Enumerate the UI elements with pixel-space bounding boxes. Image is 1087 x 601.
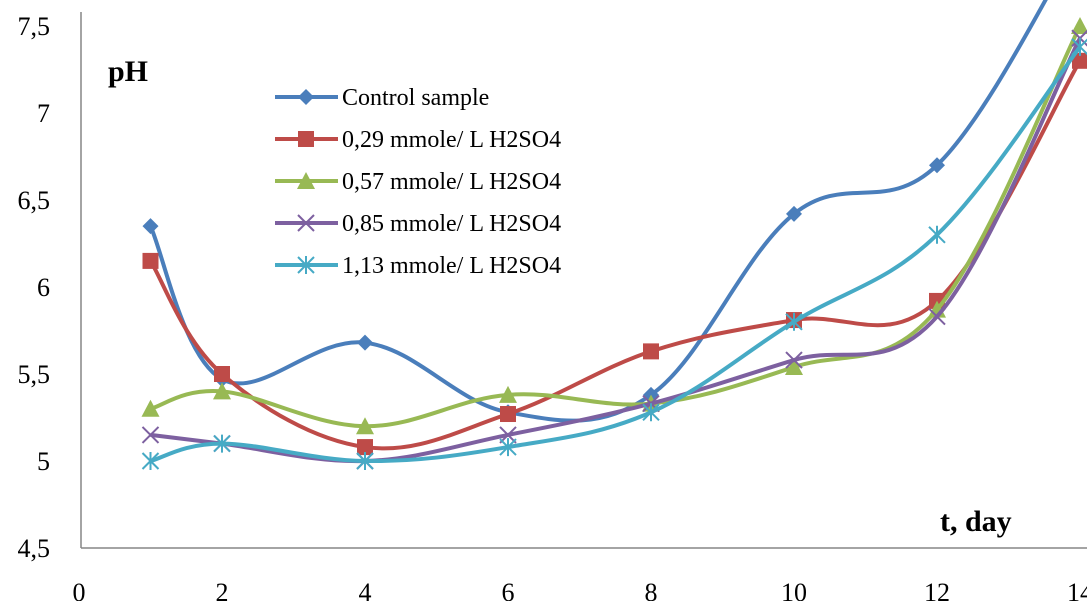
data-point-marker [357, 334, 373, 351]
data-point-marker [356, 417, 374, 435]
data-point-marker [499, 385, 517, 403]
legend-label: 1,13 mmole/ L H2SO4 [342, 253, 561, 279]
legend: Control sample 0,29 mmole/ L H2SO4 0,57 mm… [275, 85, 561, 279]
y-axis-label: pH [108, 55, 148, 88]
data-point-marker [785, 312, 803, 331]
data-point-marker [929, 157, 945, 174]
data-point-marker [298, 89, 314, 105]
data-point-marker [642, 403, 660, 422]
x-axis-label: t, day [940, 505, 1012, 538]
x-tick-label: 10 [781, 578, 807, 601]
legend-label: 0,29 mmole/ L H2SO4 [342, 127, 561, 153]
legend-label: 0,85 mmole/ L H2SO4 [342, 211, 561, 237]
series-line-5 [141, 37, 1087, 470]
x-tick-label: 8 [645, 578, 658, 601]
legend-label: Control sample [342, 85, 489, 111]
x-tick-labels: 0 2 4 6 8 10 12 14 [73, 578, 1087, 601]
series-path [149, 45, 1082, 464]
data-point-marker [1071, 17, 1087, 34]
legend-item: 0,85 mmole/ L H2SO4 [275, 211, 561, 237]
data-point-marker [141, 426, 160, 444]
data-point-marker [785, 358, 803, 376]
data-point-marker [142, 218, 159, 235]
x-tick-label: 6 [502, 578, 515, 601]
y-tick-label: 6 [37, 273, 50, 302]
data-point-marker [928, 225, 946, 244]
x-tick-label: 12 [924, 578, 950, 601]
data-point-marker [141, 399, 160, 417]
y-tick-label: 7,5 [18, 12, 51, 41]
data-point-marker [499, 438, 517, 457]
series-path [148, 59, 1082, 451]
data-point-marker [643, 343, 659, 360]
data-point-marker [213, 382, 231, 400]
data-point-marker [214, 366, 230, 382]
x-tick-label: 14 [1067, 578, 1087, 601]
data-point-marker [357, 439, 373, 456]
data-point-marker [141, 452, 160, 470]
series-group [141, 0, 1087, 470]
series-path [149, 25, 1082, 429]
legend-item: Control sample [275, 85, 489, 111]
x-tick-label: 2 [216, 578, 229, 601]
data-point-marker [1071, 37, 1087, 56]
data-point-marker [500, 406, 516, 423]
data-point-marker [1072, 52, 1087, 69]
data-point-marker [356, 452, 374, 470]
data-point-marker [297, 172, 315, 189]
legend-label: 0,57 mmole/ L H2SO4 [342, 169, 561, 195]
series-path [150, 37, 1082, 464]
x-tick-label: 4 [359, 578, 372, 601]
y-tick-label: 6,5 [18, 186, 51, 215]
y-tick-labels: 4,5 5 5,5 6 6,5 7 7,5 [18, 12, 51, 563]
data-point-marker [928, 307, 946, 326]
data-point-marker [213, 434, 231, 453]
y-tick-label: 5 [37, 447, 50, 476]
series-line-2 [142, 52, 1087, 456]
data-point-marker [297, 214, 315, 232]
legend-item: 0,57 mmole/ L H2SO4 [275, 169, 561, 195]
data-point-marker [142, 252, 159, 269]
y-tick-label: 7 [37, 99, 50, 128]
data-point-marker [297, 256, 315, 274]
series-path [148, 0, 1048, 423]
y-tick-label: 5,5 [18, 360, 51, 389]
legend-item: 1,13 mmole/ L H2SO4 [275, 253, 561, 279]
data-point-marker [298, 131, 314, 147]
y-tick-label: 4,5 [18, 534, 51, 563]
series-line-1 [142, 0, 1048, 423]
data-point-marker [499, 426, 517, 444]
x-tick-label: 0 [73, 578, 86, 601]
data-point-marker [785, 351, 803, 369]
data-point-marker [786, 205, 802, 222]
legend-item: 0,29 mmole/ L H2SO4 [275, 127, 561, 153]
